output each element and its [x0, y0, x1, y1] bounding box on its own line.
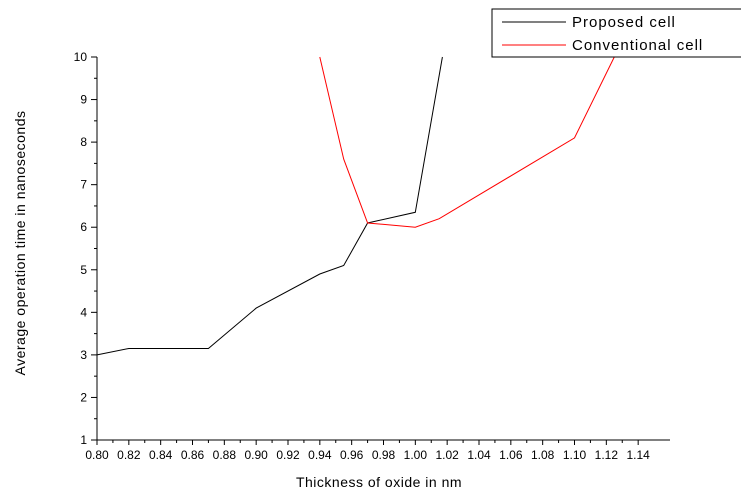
x-tick-label: 1.06 [499, 448, 523, 462]
x-tick-label: 0.80 [85, 448, 109, 462]
y-tick-label: 5 [80, 263, 87, 277]
x-tick-label: 0.88 [213, 448, 237, 462]
x-tick-label: 0.90 [244, 448, 268, 462]
x-tick-label: 1.04 [467, 448, 491, 462]
x-tick-label: 0.96 [340, 448, 364, 462]
y-tick-label: 6 [80, 220, 87, 234]
x-tick-label: 0.82 [117, 448, 141, 462]
y-tick-label: 7 [80, 178, 87, 192]
y-tick-label: 4 [80, 305, 87, 319]
series-line-proposed [96, 56, 443, 356]
y-tick-label: 10 [74, 50, 88, 64]
legend-label-conventional: Conventional cell [572, 37, 703, 54]
x-tick-label: 1.10 [563, 448, 587, 462]
y-tick-label: 2 [80, 390, 87, 404]
series-layer [96, 56, 615, 356]
legend-box [491, 8, 741, 58]
y-tick-label: 8 [80, 135, 87, 149]
y-tick-label: 9 [80, 93, 87, 107]
x-tick-label: 1.02 [435, 448, 459, 462]
y-tick-label: 3 [80, 348, 87, 362]
y-axis-title: Average operation time in nanoseconds [12, 111, 28, 376]
x-tick-label: 0.94 [308, 448, 332, 462]
x-axis-title: Thickness of oxide in nm [296, 474, 462, 490]
x-tick-label: 1.14 [626, 448, 650, 462]
x-tick-label: 1.08 [531, 448, 555, 462]
x-tick-label: 1.12 [595, 448, 619, 462]
x-tick-label: 1.00 [404, 448, 428, 462]
series-line-conventional [319, 56, 615, 228]
legend-label-proposed: Proposed cell [572, 14, 676, 31]
y-tick-label: 1 [80, 433, 87, 447]
x-tick-label: 0.98 [372, 448, 396, 462]
x-tick-label: 0.86 [181, 448, 205, 462]
x-tick-label: 0.84 [149, 448, 173, 462]
x-tick-label: 0.92 [276, 448, 300, 462]
legend: Proposed cell Conventional cell [491, 8, 741, 58]
axes: 0.80 0.82 0.84 0.86 0.88 0.90 0.92 0.94 0.96 0.98… [74, 50, 670, 462]
